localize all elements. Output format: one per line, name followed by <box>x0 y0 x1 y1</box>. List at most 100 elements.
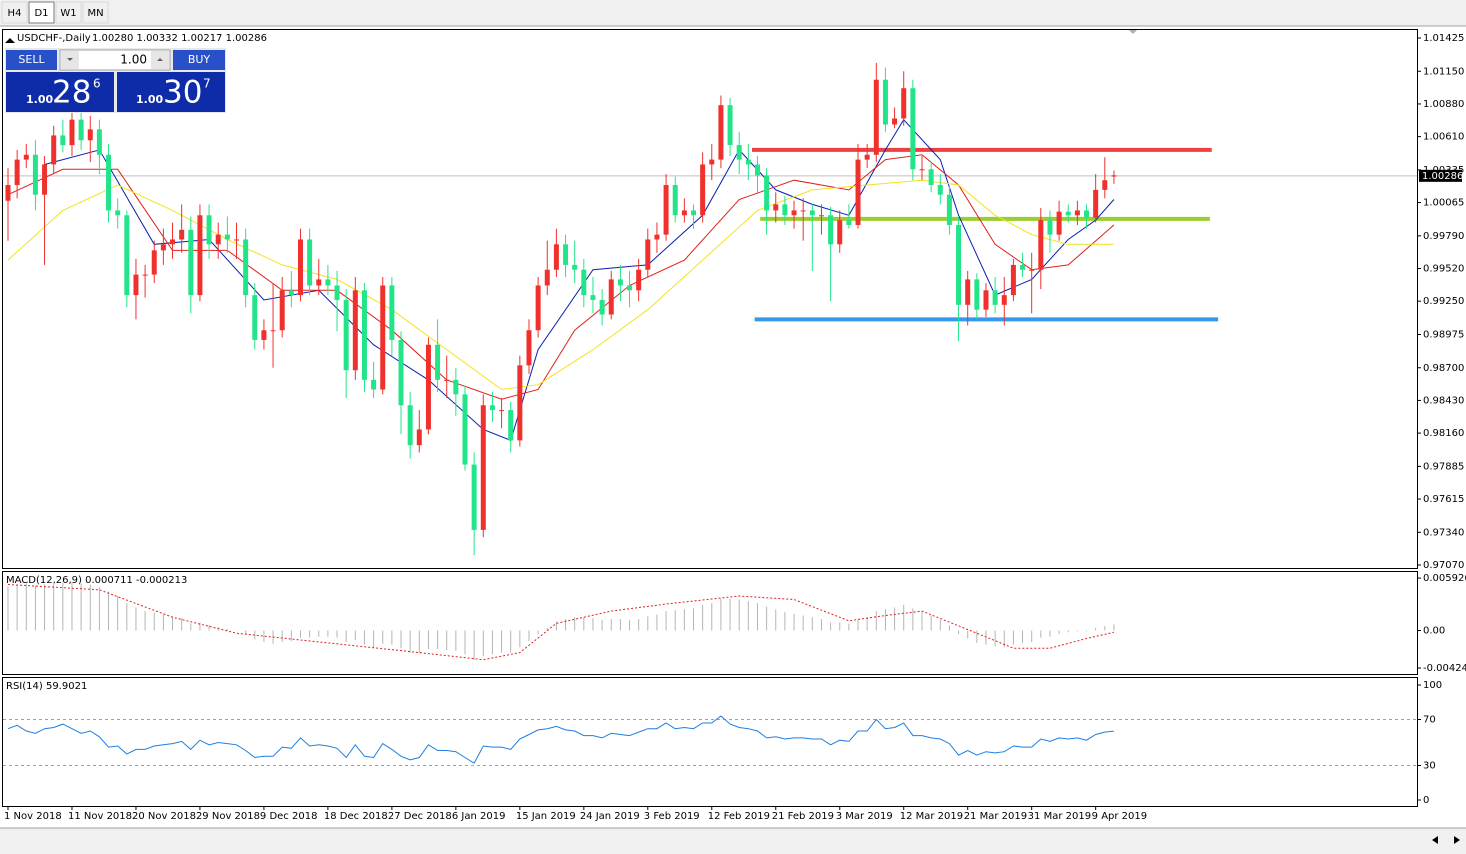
y-tick-label: 1.01150 <box>1423 66 1464 77</box>
candle-body <box>334 285 340 300</box>
candle-body <box>782 204 788 216</box>
x-tick-label: 31 Mar 2019 <box>1028 811 1091 822</box>
buy-price-box[interactable] <box>117 72 225 112</box>
y-tick-label: 0.97885 <box>1423 461 1464 472</box>
x-tick-label: 21 Mar 2019 <box>964 811 1027 822</box>
candle-body <box>1102 180 1108 190</box>
candle-body <box>60 135 66 146</box>
y-tick-label: 0.99250 <box>1423 296 1464 307</box>
candle-body <box>170 239 176 245</box>
candle-body <box>599 299 605 315</box>
up-arrow <box>157 58 163 61</box>
candle-body <box>627 285 633 291</box>
candle-body <box>1084 210 1090 218</box>
toolbar <box>0 0 1466 26</box>
y-tick-label: 1.00065 <box>1423 198 1464 209</box>
candle-body <box>663 185 669 235</box>
candle-body <box>681 210 687 216</box>
candle-body <box>1111 175 1117 177</box>
candle-body <box>425 344 431 430</box>
candle-body <box>188 229 194 296</box>
candle-body <box>151 250 157 275</box>
x-tick-label: 1 Nov 2018 <box>4 811 62 822</box>
buy-small: 7 <box>203 77 211 91</box>
candle-body <box>325 279 331 286</box>
candle-body <box>553 244 559 270</box>
timeframe-button[interactable] <box>82 1 109 24</box>
scroll-right[interactable] <box>1454 836 1460 844</box>
macd-panel <box>2 571 1418 675</box>
y-tick-label: 0.005926 <box>1423 573 1466 584</box>
timeframe-button[interactable] <box>55 1 82 24</box>
x-tick-label: 3 Mar 2019 <box>836 811 893 822</box>
candle-body <box>115 210 121 216</box>
candle-body <box>983 290 989 310</box>
candle-body <box>371 379 377 390</box>
candle-body <box>1056 211 1062 235</box>
candle-body <box>453 379 459 395</box>
y-tick-label: 70 <box>1423 715 1436 726</box>
candle-body <box>645 239 651 270</box>
candle-body <box>901 88 907 119</box>
candle-body <box>352 290 358 371</box>
candle-body <box>882 79 888 125</box>
candle-body <box>416 429 422 446</box>
candle-body <box>261 330 267 340</box>
chart-symbol: USDCHF-,Daily <box>17 33 91 44</box>
candle-body <box>1020 264 1026 270</box>
rsi-title: RSI(14) 59.9021 <box>6 681 87 692</box>
y-tick-label: 0.98430 <box>1423 395 1464 406</box>
rsi-panel <box>2 677 1418 807</box>
candle-body <box>928 169 934 186</box>
candle-body <box>672 185 678 216</box>
sell-button[interactable] <box>6 50 57 70</box>
one-click-trading: SELL 1.00 BUY 1.00 28 6 1.00 30 7 <box>5 48 226 113</box>
buy-button[interactable] <box>173 50 225 70</box>
candle-body <box>489 405 495 411</box>
candle-body <box>361 290 367 380</box>
candle-body <box>855 159 861 225</box>
ohlc-values: 1.00280 1.00332 1.00217 1.00286 <box>92 33 267 44</box>
buy-big: 30 <box>163 75 202 111</box>
candle-body <box>892 118 898 125</box>
candle-body <box>572 264 578 270</box>
candle-body <box>87 129 93 141</box>
candle-body <box>96 129 102 155</box>
candle-body <box>764 175 770 211</box>
shift-marker <box>1129 30 1137 34</box>
timeframe-button[interactable] <box>28 1 55 24</box>
y-tick-label: 0 <box>1423 795 1429 806</box>
candle-body <box>42 164 48 195</box>
sell-small: 6 <box>93 77 101 91</box>
candle-body <box>800 210 806 212</box>
lot-input[interactable] <box>59 49 171 71</box>
candle-body <box>462 394 468 465</box>
y-tick-label: 30 <box>1423 761 1436 772</box>
macd-title: MACD(12,26,9) 0.000711 -0.000213 <box>6 575 187 586</box>
timeframe-label: H4 <box>8 8 22 19</box>
candle-body <box>946 194 952 225</box>
candle-body <box>654 234 660 240</box>
candle-body <box>435 344 441 380</box>
candle-body <box>581 269 587 296</box>
scroll-left[interactable] <box>1432 836 1438 844</box>
x-tick-label: 12 Feb 2019 <box>708 811 770 822</box>
candle-body <box>5 185 11 201</box>
y-tick-label: 0.99520 <box>1423 264 1464 275</box>
timeframe-label: MN <box>87 8 103 19</box>
sell-price-box[interactable] <box>6 72 114 112</box>
candle-body <box>243 239 249 296</box>
y-tick-label: 100 <box>1423 680 1442 691</box>
candle-body <box>526 330 532 366</box>
candle-body <box>215 234 221 245</box>
timeframe-button[interactable] <box>1 1 28 24</box>
x-tick-label: 9 Dec 2018 <box>260 811 318 822</box>
buy-lot: 1.00 <box>136 93 163 106</box>
candle-body <box>727 105 733 146</box>
y-tick-label: 0.00 <box>1423 626 1445 637</box>
candle-body <box>270 330 276 332</box>
candle-body <box>78 119 84 141</box>
x-tick-label: 15 Jan 2019 <box>516 811 576 822</box>
candle-body <box>919 169 925 171</box>
